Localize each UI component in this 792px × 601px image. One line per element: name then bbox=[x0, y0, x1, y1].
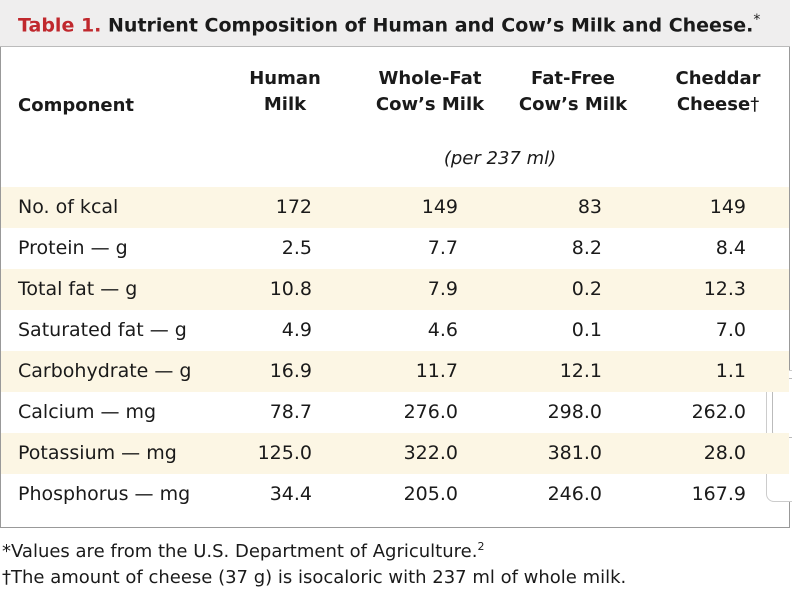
cell-value: 205.0 bbox=[403, 483, 458, 505]
column-header-line: Milk bbox=[263, 94, 307, 115]
column-header-line: Human bbox=[249, 68, 321, 89]
cell-value: 0.2 bbox=[571, 278, 602, 300]
cell-value: 83 bbox=[577, 196, 602, 218]
row-stripe bbox=[1, 351, 789, 392]
title-bar bbox=[0, 0, 790, 47]
column-header: Fat-Free Cow’s Milk bbox=[493, 66, 653, 118]
column-header-line: Whole-Fat bbox=[378, 68, 482, 89]
row-label: Protein — g bbox=[18, 237, 128, 259]
footnote-ref: 2 bbox=[477, 540, 485, 553]
row-label: No. of kcal bbox=[18, 196, 119, 218]
cell-value: 4.9 bbox=[281, 319, 312, 341]
cell-value: 12.3 bbox=[703, 278, 746, 300]
cell-value: 149 bbox=[421, 196, 458, 218]
cell-value: 7.0 bbox=[715, 319, 746, 341]
footnote-marker: * bbox=[2, 541, 11, 562]
cell-value: 78.7 bbox=[269, 401, 312, 423]
row-stripe bbox=[1, 187, 789, 228]
cell-value: 381.0 bbox=[547, 442, 602, 464]
cell-value: 10.8 bbox=[269, 278, 312, 300]
column-header-line: Cheddar bbox=[675, 68, 761, 89]
row-label: Potassium — mg bbox=[18, 442, 177, 464]
row-stripe bbox=[1, 433, 789, 474]
cell-value: 28.0 bbox=[703, 442, 746, 464]
cell-value: 1.1 bbox=[715, 360, 746, 382]
row-label: Total fat — g bbox=[18, 278, 138, 300]
cell-value: 11.7 bbox=[415, 360, 458, 382]
row-label: Carbohydrate — g bbox=[18, 360, 192, 382]
footnote: *Values are from the U.S. Department of … bbox=[2, 540, 484, 562]
cell-value: 0.1 bbox=[571, 319, 602, 341]
row-stripe bbox=[1, 269, 789, 310]
footnote-text: Values are from the U.S. Department of A… bbox=[11, 541, 478, 562]
column-header: Human Milk bbox=[205, 66, 365, 118]
column-header-line: Cow’s Milk bbox=[518, 94, 628, 115]
cell-value: 262.0 bbox=[691, 401, 746, 423]
cell-value: 322.0 bbox=[403, 442, 458, 464]
title-marker: * bbox=[753, 12, 761, 28]
cell-value: 167.9 bbox=[691, 483, 746, 505]
cell-value: 172 bbox=[275, 196, 312, 218]
unit-note: (per 237 ml) bbox=[443, 148, 557, 169]
column-header-line: Cow’s Milk bbox=[375, 94, 485, 115]
cell-value: 12.1 bbox=[559, 360, 602, 382]
table-label: Table 1. bbox=[18, 14, 102, 37]
row-label: Calcium — mg bbox=[18, 401, 157, 423]
cell-value: 125.0 bbox=[257, 442, 312, 464]
cell-value: 8.2 bbox=[571, 237, 602, 259]
cell-value: 8.4 bbox=[715, 237, 746, 259]
stub-header: Component bbox=[18, 95, 135, 116]
column-header-line: Fat-Free bbox=[531, 68, 615, 89]
column-header-line: Cheese† bbox=[676, 94, 760, 115]
cell-value: 246.0 bbox=[547, 483, 602, 505]
footnote-text: The amount of cheese (37 g) is isocalori… bbox=[11, 567, 627, 588]
footnote: †The amount of cheese (37 g) is isocalor… bbox=[2, 567, 626, 588]
column-header: Whole-Fat Cow’s Milk bbox=[350, 66, 510, 118]
cell-value: 16.9 bbox=[269, 360, 312, 382]
column-header: Cheddar Cheese† bbox=[638, 66, 792, 118]
table-title: Nutrient Composition of Human and Cow’s … bbox=[108, 14, 754, 37]
cell-value: 2.5 bbox=[281, 237, 312, 259]
cell-value: 298.0 bbox=[547, 401, 602, 423]
title: Table 1. Nutrient Composition of Human a… bbox=[18, 12, 760, 36]
column-marker: † bbox=[750, 94, 760, 115]
footnote-marker: † bbox=[2, 567, 11, 588]
cell-value: 7.7 bbox=[427, 237, 458, 259]
row-label: Phosphorus — mg bbox=[18, 483, 191, 505]
cell-value: 7.9 bbox=[427, 278, 458, 300]
cell-value: 34.4 bbox=[269, 483, 312, 505]
cell-value: 4.6 bbox=[427, 319, 458, 341]
row-label: Saturated fat — g bbox=[18, 319, 187, 341]
cell-value: 276.0 bbox=[403, 401, 458, 423]
cell-value: 149 bbox=[709, 196, 746, 218]
